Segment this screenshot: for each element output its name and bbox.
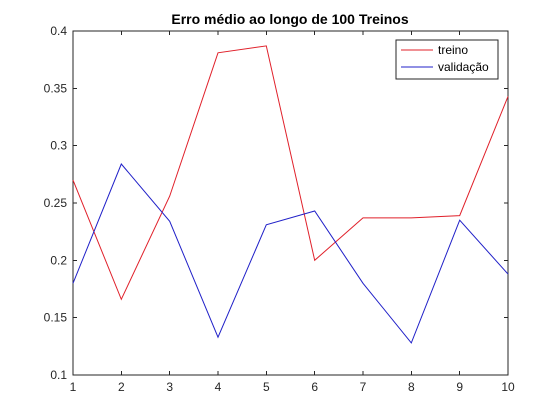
- legend-label: treino: [438, 43, 468, 57]
- x-tick-label: 4: [215, 380, 222, 394]
- x-tick-label: 5: [263, 380, 270, 394]
- x-tick-label: 2: [118, 380, 125, 394]
- series-line-validação: [72, 163, 509, 344]
- series-lines: [72, 45, 509, 344]
- y-tick-label: 0.1: [50, 368, 67, 382]
- y-tick-label: 0.15: [44, 311, 68, 325]
- x-tick-label: 3: [166, 380, 173, 394]
- x-tick-label: 1: [70, 380, 77, 394]
- chart-title: Erro médio ao longo de 100 Treinos: [171, 11, 408, 27]
- y-tick-label: 0.2: [50, 253, 67, 267]
- y-tick-label: 0.35: [44, 81, 68, 95]
- x-tick-label: 8: [408, 380, 415, 394]
- y-tick-label: 0.4: [50, 24, 67, 38]
- x-tick-label: 9: [456, 380, 463, 394]
- legend-box: [395, 39, 499, 80]
- legend: treino validação: [395, 39, 499, 80]
- legend-label: validação: [438, 60, 489, 74]
- x-tick-label: 7: [360, 380, 367, 394]
- y-tick-label: 0.3: [50, 139, 67, 153]
- y-tick-label: 0.25: [44, 196, 68, 210]
- axes-frame: [72, 30, 509, 376]
- x-tick-label: 10: [501, 380, 515, 394]
- x-tick-label: 6: [311, 380, 318, 394]
- axes-box: [72, 30, 509, 376]
- y-axis: 0.1 0.15 0.2 0.25 0.3 0.35 0.4: [44, 24, 508, 382]
- series-line-treino: [72, 45, 509, 301]
- x-axis: 1 2 3 4 5 6 7 8 9 10: [70, 31, 515, 394]
